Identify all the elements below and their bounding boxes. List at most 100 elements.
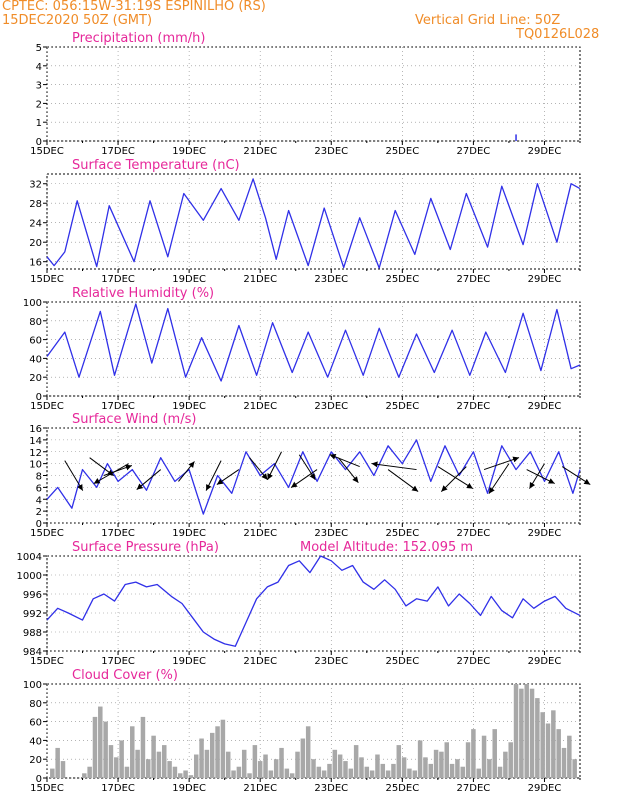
- y-tick-label: 0: [36, 774, 42, 785]
- bar: [188, 775, 194, 778]
- bar: [305, 726, 311, 778]
- y-tick-label: 1004: [17, 552, 42, 563]
- bar: [311, 759, 316, 778]
- bar: [481, 735, 487, 778]
- x-tick-label: 29DEC: [528, 274, 562, 285]
- bar: [103, 721, 108, 778]
- series-line: [46, 178, 581, 269]
- y-tick-label: 6: [36, 483, 42, 494]
- bar: [561, 747, 567, 778]
- x-tick-label: 17DEC: [101, 274, 135, 285]
- bar: [556, 729, 561, 778]
- bar: [428, 763, 434, 778]
- bar: [178, 773, 183, 778]
- bar: [135, 749, 140, 778]
- wind-arrow: [290, 469, 318, 488]
- bar: [332, 749, 338, 778]
- bar: [343, 761, 348, 778]
- bar: [50, 768, 55, 778]
- bar: [209, 732, 215, 778]
- panel-title: Surface Wind (m/s): [72, 412, 196, 427]
- bar: [241, 749, 247, 778]
- bar: [492, 729, 497, 778]
- wind-arrow: [337, 457, 359, 483]
- x-tick-label: 19DEC: [172, 656, 206, 667]
- bar: [204, 749, 210, 778]
- wind-arrow: [440, 466, 467, 492]
- panel-pressure: 984 988 992 996 1000 1004 15DEC 17DEC 19DEC 21DEC…: [17, 540, 581, 667]
- y-tick-label: 0: [36, 137, 42, 148]
- bar: [524, 684, 529, 778]
- bar: [337, 754, 343, 778]
- x-tick-label: 17DEC: [101, 146, 135, 157]
- bar: [497, 766, 503, 778]
- x-tick-label: 21DEC: [243, 783, 277, 794]
- y-tick-label: 5: [36, 43, 42, 54]
- wind-arrow: [526, 469, 555, 485]
- bar: [359, 757, 364, 778]
- bar: [401, 757, 407, 778]
- bar: [87, 766, 92, 778]
- y-tick-label: 20: [29, 238, 42, 249]
- bar: [284, 768, 290, 778]
- panel-temp: 16 20 24 28 32 15DEC 17DEC 19DEC 21DEC 23DEC 25DEC…: [29, 158, 581, 285]
- x-tick-label: 15DEC: [30, 528, 64, 539]
- bar: [513, 684, 519, 778]
- panel-title: Surface Pressure (hPa): [72, 540, 219, 555]
- y-tick-label: 40: [29, 736, 42, 747]
- bar: [369, 770, 375, 778]
- run-datetime: 15DEC2020 50Z (GMT): [2, 13, 153, 28]
- wind-arrow: [89, 457, 114, 477]
- bar: [551, 710, 556, 778]
- y-tick-label: 32: [29, 180, 42, 191]
- bar: [487, 759, 492, 778]
- y-tick-label: 24: [29, 219, 42, 230]
- y-tick-label: 0: [36, 519, 42, 530]
- bar: [353, 745, 359, 778]
- x-tick-label: 29DEC: [528, 528, 562, 539]
- panel-rh: 0 20 40 60 80 100 15DEC 17DEC 19DEC 21DEC 23DEC 25D…: [23, 286, 581, 412]
- panel-frame: [46, 173, 581, 270]
- bar: [375, 754, 380, 778]
- bar: [567, 735, 572, 778]
- wind-arrow: [561, 466, 591, 486]
- x-tick-label: 25DEC: [385, 528, 419, 539]
- bar: [423, 757, 428, 778]
- wind-arrow: [488, 463, 510, 494]
- y-tick-label: 1: [36, 118, 42, 129]
- x-tick-label: 25DEC: [385, 656, 419, 667]
- y-tick-label: 20: [29, 373, 42, 384]
- y-tick-label: 4: [36, 62, 42, 73]
- wind-arrow: [64, 460, 84, 491]
- bar: [236, 766, 242, 778]
- y-tick-label: 0: [36, 392, 42, 403]
- bar: [316, 766, 322, 778]
- wind-arrow: [103, 464, 133, 476]
- x-tick-label: 25DEC: [385, 146, 419, 157]
- bar: [156, 751, 162, 778]
- bar: [92, 716, 98, 778]
- bar: [82, 773, 87, 778]
- bar: [279, 747, 284, 778]
- y-tick-label: 2: [36, 99, 42, 110]
- series-line: [46, 439, 581, 515]
- bar: [119, 740, 124, 778]
- bar: [449, 763, 455, 778]
- bar: [465, 742, 471, 778]
- station-header: CPTEC: 056:15W-31:19S ESPINILHO (RS): [2, 0, 266, 14]
- wind-arrow: [387, 469, 419, 492]
- x-tick-label: 15DEC: [30, 783, 64, 794]
- x-tick-label: 23DEC: [314, 528, 348, 539]
- y-tick-label: 10: [29, 460, 42, 471]
- y-tick-label: 100: [23, 680, 42, 691]
- x-tick-label: 21DEC: [243, 528, 277, 539]
- y-tick-label: 4: [36, 495, 42, 506]
- y-tick-label: 988: [23, 628, 42, 639]
- bar: [124, 766, 130, 778]
- bar: [151, 735, 156, 778]
- bar: [476, 768, 481, 778]
- y-tick-label: 16: [29, 424, 42, 435]
- bar: [263, 754, 268, 778]
- bar: [130, 726, 135, 778]
